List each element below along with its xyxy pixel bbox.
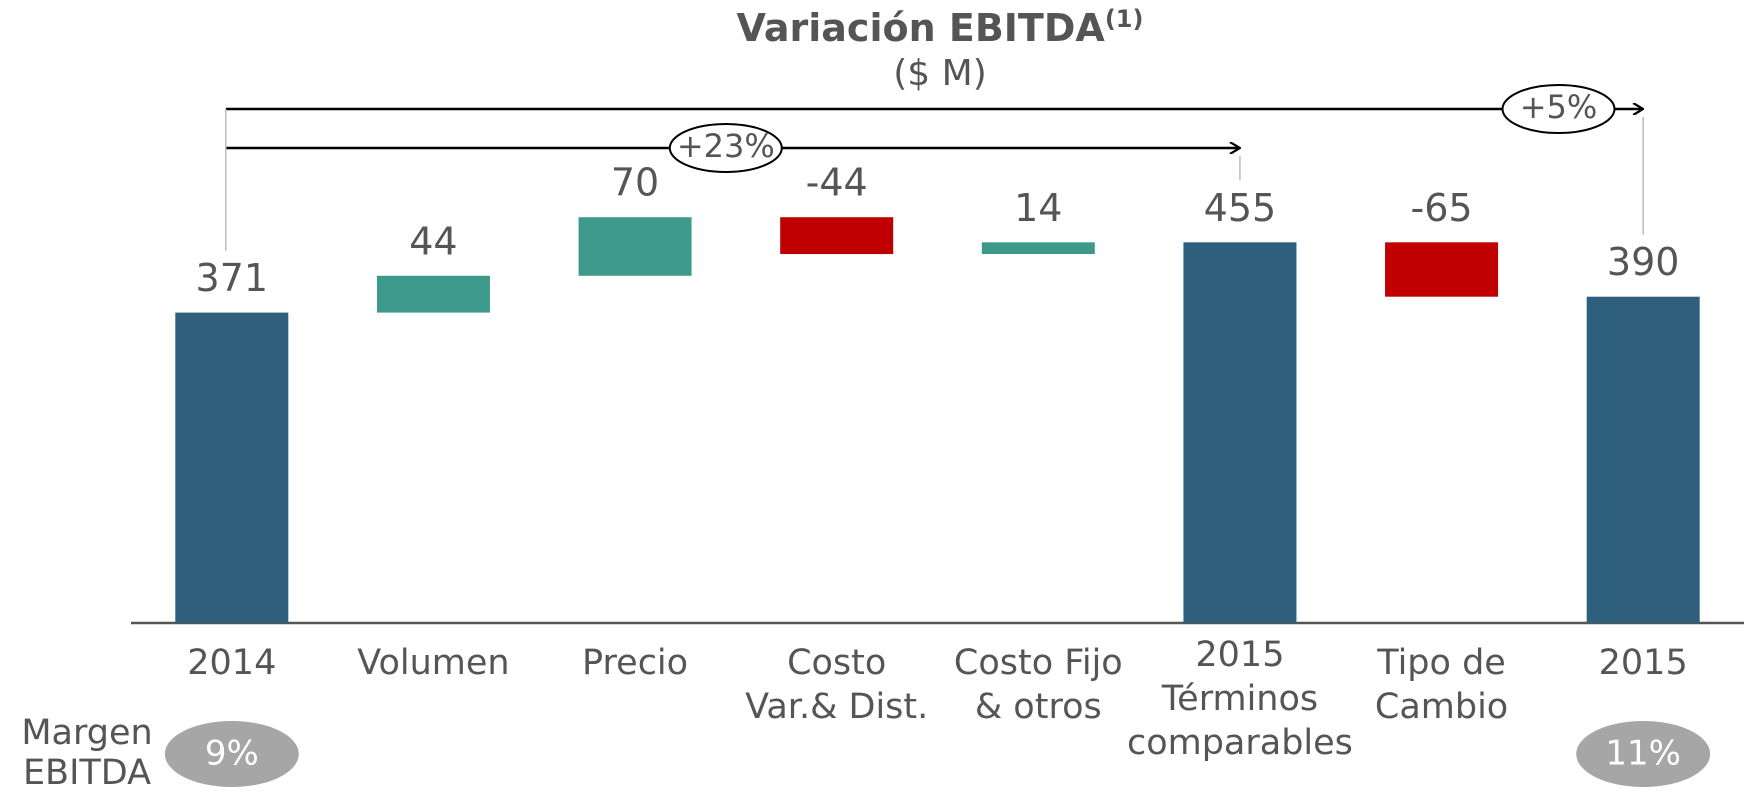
value-label: 455 — [1204, 186, 1277, 230]
title-text: Variación EBITDA — [737, 6, 1106, 50]
annotation-bubble — [668, 123, 783, 173]
bar — [175, 312, 289, 623]
bar — [981, 242, 1095, 255]
x-tick-label: Términos — [1161, 679, 1318, 719]
value-label: 44 — [409, 219, 457, 263]
annotation-label: +5% — [1520, 88, 1598, 126]
x-tick-label: 2014 — [187, 643, 276, 683]
x-tick-label: Tipo de — [1376, 643, 1506, 683]
title-superscript: (1) — [1105, 5, 1144, 33]
x-tick-label: comparables — [1127, 723, 1353, 763]
value-label: -44 — [806, 161, 868, 205]
value-label: 390 — [1607, 240, 1680, 284]
bar — [578, 217, 692, 276]
chart-subtitle: ($ M) — [893, 53, 987, 94]
x-tick-label: & otros — [975, 687, 1102, 727]
bar — [780, 217, 894, 255]
chart-title: Variación EBITDA(1) — [737, 5, 1144, 50]
bar — [376, 275, 490, 313]
margin-value: 11% — [1605, 734, 1681, 774]
bar — [1586, 296, 1700, 623]
value-label: 371 — [196, 256, 269, 300]
x-tick-label: 2015 — [1599, 643, 1688, 683]
margin-bubble — [1576, 721, 1711, 787]
x-tick-label: Volumen — [357, 643, 509, 683]
x-tick-label: Var.& Dist. — [745, 687, 928, 727]
x-tick-label: Costo Fijo — [954, 643, 1123, 683]
annotation-bubble — [1501, 84, 1616, 134]
annotation-label: +23% — [677, 127, 775, 165]
margin-bubble — [164, 721, 299, 787]
bar — [1183, 242, 1297, 624]
x-tick-label: Cambio — [1375, 687, 1508, 727]
x-tick-label: Precio — [582, 643, 688, 683]
value-label: -65 — [1411, 186, 1473, 230]
value-label: 70 — [611, 161, 659, 205]
x-tick-label: Costo — [787, 643, 886, 683]
x-tick-label: 2015 — [1195, 635, 1284, 675]
margin-value: 9% — [205, 734, 259, 774]
margin-label: Margen — [21, 713, 152, 753]
value-label: 14 — [1014, 186, 1062, 230]
bar — [1385, 242, 1499, 297]
margin-label: EBITDA — [23, 753, 151, 792]
